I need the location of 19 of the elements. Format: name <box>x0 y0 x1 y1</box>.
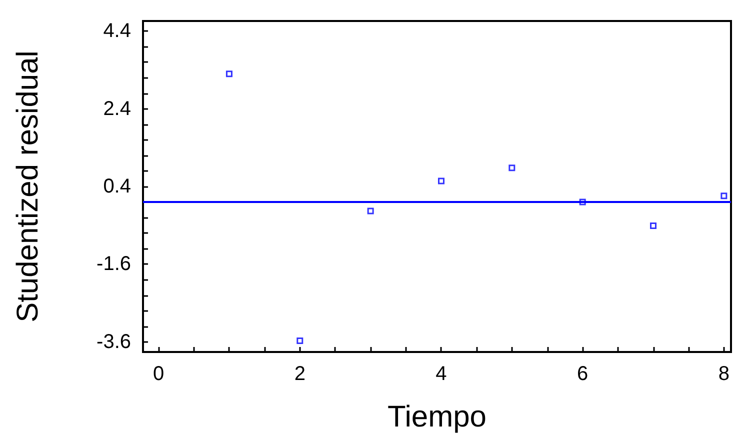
point <box>296 337 304 344</box>
x-tick-label: 8 <box>718 363 730 385</box>
y-axis-title: Studentized residual <box>12 50 44 322</box>
point <box>650 222 657 229</box>
y-tick-label: -1.6 <box>96 253 131 276</box>
y-tick-label: -3.6 <box>96 330 131 353</box>
y-tick-label: 0.4 <box>103 176 131 198</box>
point <box>367 208 374 214</box>
point <box>226 70 232 78</box>
x-tick-label: 0 <box>152 363 164 385</box>
x-axis-title: Tiempo <box>388 400 486 434</box>
x-tick-label: 2 <box>294 363 306 385</box>
y-tick-label: 4.4 <box>103 20 131 42</box>
x-tick-label: 6 <box>577 363 588 385</box>
y-tick-label: 2.4 <box>103 98 131 120</box>
point <box>508 164 516 172</box>
point <box>438 178 444 184</box>
point <box>720 192 728 200</box>
x-tick-label: 4 <box>436 363 447 385</box>
